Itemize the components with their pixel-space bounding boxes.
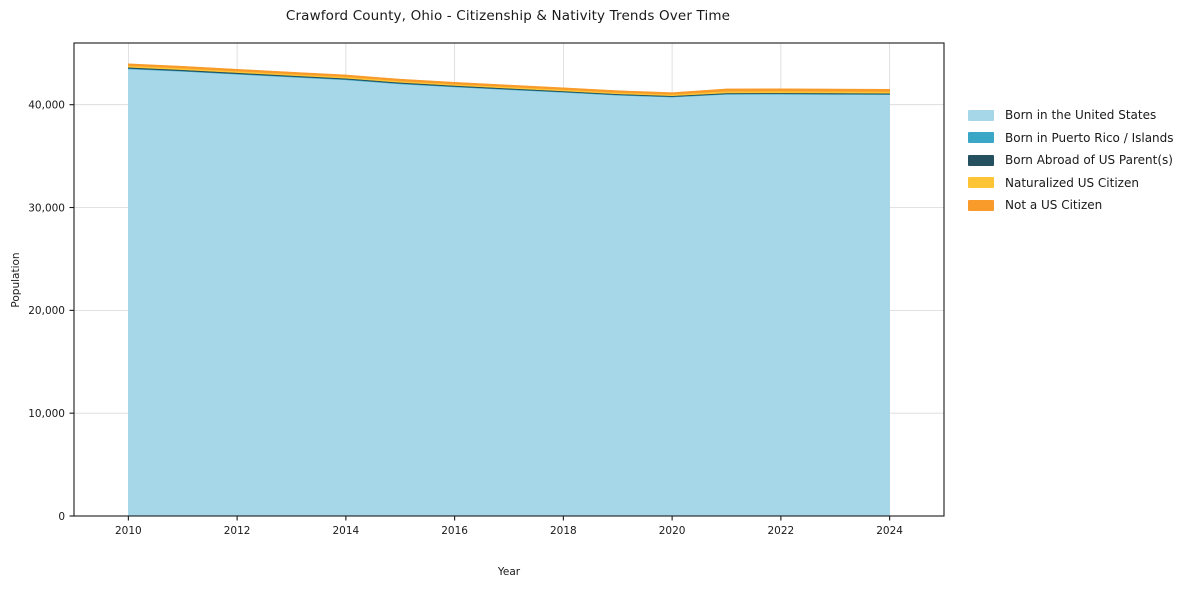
legend-item[interactable]: Born in the United States [968, 104, 1183, 127]
y-tick-label: 20,000 [28, 305, 65, 317]
y-tick-label: 30,000 [28, 202, 65, 214]
legend-label: Born in Puerto Rico / Islands [1005, 130, 1174, 145]
legend-swatch [968, 177, 994, 189]
x-tick-label: 2024 [876, 525, 903, 537]
x-tick-label: 2012 [224, 525, 251, 537]
area-band [128, 63, 890, 95]
legend-swatch [968, 199, 994, 211]
x-tick-label: 2018 [550, 525, 577, 537]
y-tick-label: 10,000 [28, 408, 65, 420]
y-tick-label: 40,000 [28, 99, 65, 111]
x-tick-label: 2010 [115, 525, 142, 537]
y-axis-title: Population [10, 252, 22, 307]
legend-item[interactable]: Not a US Citizen [968, 194, 1183, 217]
legend-label: Not a US Citizen [1005, 198, 1103, 213]
x-tick-label: 2014 [333, 525, 360, 537]
legend-label: Born in the United States [1005, 108, 1157, 123]
area-series-layer [128, 63, 890, 517]
chart-title: Crawford County, Ohio - Citizenship & Na… [285, 8, 731, 24]
legend-item[interactable]: Born Abroad of US Parent(s) [968, 149, 1183, 172]
x-axis-title: Year [497, 566, 521, 578]
legend-swatch [968, 109, 994, 121]
area-band [128, 68, 890, 517]
x-tick-label: 2020 [659, 525, 686, 537]
legend-item[interactable]: Naturalized US Citizen [968, 172, 1183, 195]
chart-legend: Born in the United States Born in Puerto … [968, 104, 1183, 217]
y-tick-label: 0 [58, 511, 65, 523]
legend-item[interactable]: Born in Puerto Rico / Islands [968, 127, 1183, 150]
legend-label: Born Abroad of US Parent(s) [1005, 153, 1173, 168]
x-tick-label: 2022 [768, 525, 795, 537]
axis-ticks: 0 10,000 20,000 30,000 40,000 2010 2012 2014 201… [28, 99, 903, 537]
legend-swatch [968, 154, 994, 166]
plot-frame [73, 42, 945, 517]
x-tick-label: 2016 [441, 525, 468, 537]
legend-swatch [968, 132, 994, 144]
legend-label: Naturalized US Citizen [1005, 175, 1139, 190]
